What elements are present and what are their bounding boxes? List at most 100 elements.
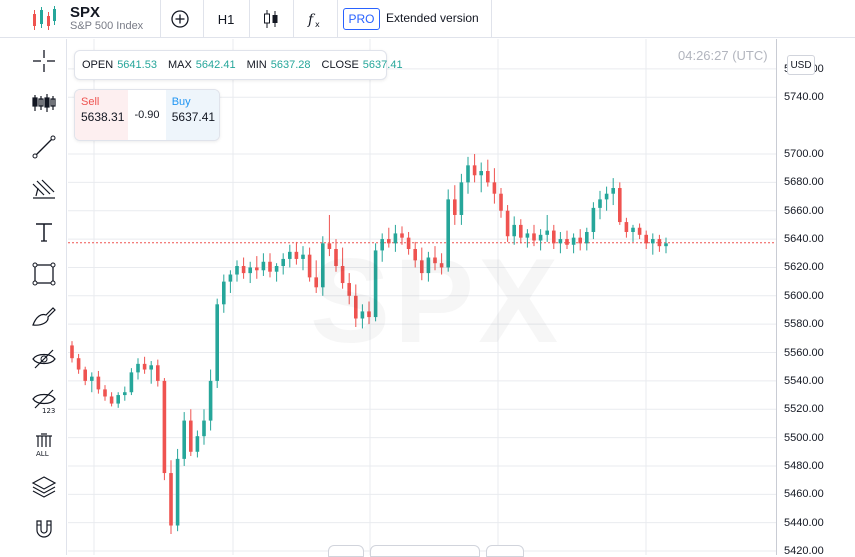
- candle[interactable]: [578, 229, 582, 251]
- candle[interactable]: [248, 261, 252, 284]
- candle[interactable]: [334, 239, 338, 272]
- candle[interactable]: [565, 230, 569, 250]
- candle[interactable]: [288, 244, 292, 268]
- layers-icon[interactable]: [28, 470, 60, 502]
- candle[interactable]: [261, 253, 266, 276]
- candle[interactable]: [525, 229, 530, 248]
- candle[interactable]: [189, 409, 193, 457]
- chart-type-button[interactable]: [251, 0, 291, 38]
- candle[interactable]: [123, 386, 127, 401]
- candle[interactable]: [83, 366, 87, 386]
- candle[interactable]: [202, 409, 206, 445]
- candle[interactable]: [486, 159, 490, 187]
- candle[interactable]: [142, 356, 147, 374]
- candle[interactable]: [512, 216, 516, 245]
- candle[interactable]: [611, 178, 615, 206]
- candle[interactable]: [175, 448, 180, 532]
- candle[interactable]: [439, 253, 444, 275]
- buy-button[interactable]: Buy 5637.41: [165, 90, 219, 140]
- hide-drawings-icon[interactable]: [28, 343, 60, 375]
- price-chart[interactable]: [68, 39, 776, 555]
- candle[interactable]: [327, 214, 332, 257]
- candle[interactable]: [571, 233, 576, 254]
- candle[interactable]: [387, 227, 391, 248]
- candle[interactable]: [281, 253, 285, 275]
- candle[interactable]: [354, 284, 358, 327]
- candle[interactable]: [321, 236, 325, 296]
- candle[interactable]: [585, 227, 589, 251]
- chart-area[interactable]: [68, 39, 776, 555]
- candle[interactable]: [413, 241, 417, 268]
- candle[interactable]: [459, 173, 464, 225]
- candle[interactable]: [129, 368, 134, 396]
- candle[interactable]: [664, 237, 668, 254]
- candle[interactable]: [235, 260, 239, 282]
- candle[interactable]: [472, 154, 477, 183]
- candle[interactable]: [538, 229, 543, 251]
- candle[interactable]: [406, 231, 411, 255]
- candle[interactable]: [644, 230, 648, 250]
- candle[interactable]: [466, 156, 470, 194]
- candle[interactable]: [136, 358, 140, 380]
- candle[interactable]: [492, 168, 497, 204]
- sell-button[interactable]: Sell 5638.31: [75, 90, 129, 140]
- candle[interactable]: [96, 370, 101, 394]
- candle[interactable]: [637, 223, 642, 240]
- add-symbol-button[interactable]: [162, 0, 198, 38]
- candle[interactable]: [505, 205, 510, 242]
- candle[interactable]: [103, 385, 107, 401]
- candle[interactable]: [268, 253, 272, 278]
- candle[interactable]: [651, 233, 655, 255]
- bottom-tab[interactable]: [486, 545, 524, 557]
- text-icon[interactable]: [28, 216, 60, 248]
- candle[interactable]: [558, 231, 563, 254]
- candle[interactable]: [433, 246, 437, 271]
- candle[interactable]: [109, 392, 114, 407]
- candle[interactable]: [208, 369, 213, 431]
- candle[interactable]: [426, 251, 431, 282]
- candle[interactable]: [631, 224, 635, 242]
- crosshair-icon[interactable]: [28, 45, 60, 77]
- candle[interactable]: [156, 359, 160, 387]
- candle[interactable]: [195, 430, 200, 458]
- candle[interactable]: [340, 247, 345, 289]
- candle[interactable]: [70, 341, 74, 363]
- candle[interactable]: [149, 361, 153, 384]
- candle[interactable]: [228, 270, 233, 293]
- candle[interactable]: [446, 189, 450, 272]
- candle[interactable]: [420, 247, 424, 281]
- candles-settings-icon[interactable]: [28, 87, 60, 119]
- candle[interactable]: [532, 224, 536, 247]
- candle[interactable]: [222, 274, 226, 313]
- price-axis[interactable]: 5760.005740.005700.005680.005660.005640.…: [776, 39, 855, 555]
- candle[interactable]: [274, 263, 279, 282]
- bottom-tab[interactable]: [370, 545, 480, 557]
- candle[interactable]: [499, 188, 503, 218]
- candle[interactable]: [552, 224, 556, 250]
- candle[interactable]: [657, 234, 662, 252]
- hide-indicators-icon[interactable]: 123: [28, 385, 60, 417]
- candle[interactable]: [116, 392, 120, 408]
- candle[interactable]: [618, 182, 622, 225]
- trend-line-icon[interactable]: [28, 131, 60, 163]
- candle[interactable]: [400, 226, 404, 245]
- candle[interactable]: [90, 372, 94, 393]
- candle[interactable]: [380, 233, 384, 262]
- currency-button[interactable]: USD: [787, 55, 815, 75]
- bottom-tab[interactable]: [328, 545, 364, 557]
- timeframe-button[interactable]: H1: [217, 11, 235, 27]
- candle[interactable]: [347, 273, 351, 305]
- candle[interactable]: [255, 256, 259, 279]
- candle[interactable]: [545, 214, 549, 242]
- candle[interactable]: [241, 257, 246, 279]
- candle[interactable]: [604, 186, 609, 211]
- candle[interactable]: [598, 190, 602, 220]
- delete-all-icon[interactable]: ALL: [28, 428, 60, 460]
- candle[interactable]: [591, 202, 596, 240]
- pro-badge[interactable]: PRO: [343, 8, 380, 30]
- candle[interactable]: [182, 412, 186, 466]
- candle[interactable]: [624, 217, 629, 238]
- candle[interactable]: [367, 301, 371, 325]
- candle[interactable]: [373, 243, 378, 322]
